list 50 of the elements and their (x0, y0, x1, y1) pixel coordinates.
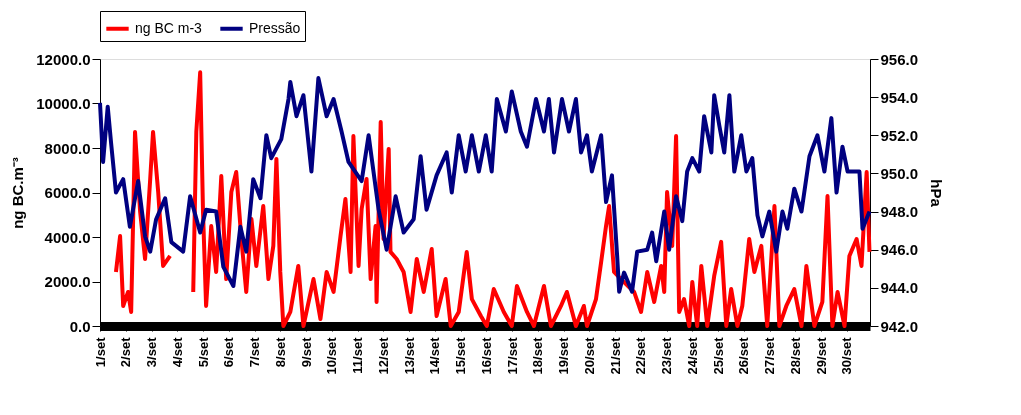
y-tick-label: 8000.0 (44, 139, 91, 157)
x-tick-label: 13/set (401, 336, 417, 375)
x-tick-label: 11/set (350, 336, 366, 374)
x-tick-label: 3/set (144, 336, 160, 368)
x-tick-label: 15/set (453, 336, 469, 375)
y2-tick-label: 942.0 (880, 317, 919, 335)
x-tick-label: 7/set (247, 336, 263, 368)
line-series (98, 76, 872, 294)
x-tick-label: 2/set (118, 336, 134, 368)
y-tick-label: 6000.0 (44, 184, 91, 201)
y2-tick-label: 950.0 (880, 164, 919, 182)
y-tick-label: 2000.0 (44, 273, 91, 290)
x-tick-label: 16/set (478, 336, 494, 375)
x-tick-label: 23/set (659, 336, 675, 375)
x-tick-label: 12/set (375, 336, 391, 375)
x-tick-label: 6/set (221, 336, 237, 368)
y2-tick-label: 944.0 (880, 279, 919, 297)
y2-axis-title: hPa (928, 179, 946, 208)
x-tick-label: 24/set (684, 336, 700, 375)
x-tick-label: 25/set (710, 336, 726, 375)
y2-tick-label: 956.0 (880, 50, 919, 68)
y-tick-label: 0.0 (69, 317, 91, 335)
x-tick-label: 30/set (839, 336, 855, 375)
y-tick-label: 4000.0 (44, 228, 91, 246)
x-tick-label: 5/set (195, 336, 211, 368)
legend-label: Pressão (249, 19, 301, 36)
x-tick-label: 17/set (504, 336, 520, 375)
y2-tick-label: 952.0 (880, 126, 919, 144)
x-tick-label: 29/set (813, 336, 829, 375)
x-tick-label: 21/set (607, 336, 623, 375)
x-tick-label: 4/set (169, 336, 185, 368)
x-tick-label: 27/set (762, 336, 778, 375)
y-tick-label: 12000.0 (36, 50, 91, 68)
x-tick-label: 28/set (787, 336, 803, 375)
x-tick-label: 26/set (736, 336, 752, 375)
y2-tick-label: 948.0 (880, 203, 919, 221)
x-tick-label: 14/set (427, 336, 443, 375)
x-tick-label: 18/set (530, 336, 546, 375)
y2-tick-label: 946.0 (880, 241, 919, 259)
x-tick-label: 9/set (298, 336, 314, 368)
x-tick-label: 8/set (272, 336, 288, 368)
y2-tick-label: 954.0 (880, 88, 919, 106)
y-axis-title: ng BC.m⁻³ (9, 157, 27, 229)
y-tick-label: 10000.0 (36, 95, 91, 112)
x-tick-label: 10/set (324, 336, 340, 375)
x-tick-label: 20/set (581, 336, 597, 375)
x-tick-label: 1/set (92, 336, 108, 368)
x-tick-label: 22/set (633, 336, 649, 375)
legend-label: ng BC m-3 (135, 19, 203, 36)
x-tick-label: 19/set (556, 336, 572, 375)
